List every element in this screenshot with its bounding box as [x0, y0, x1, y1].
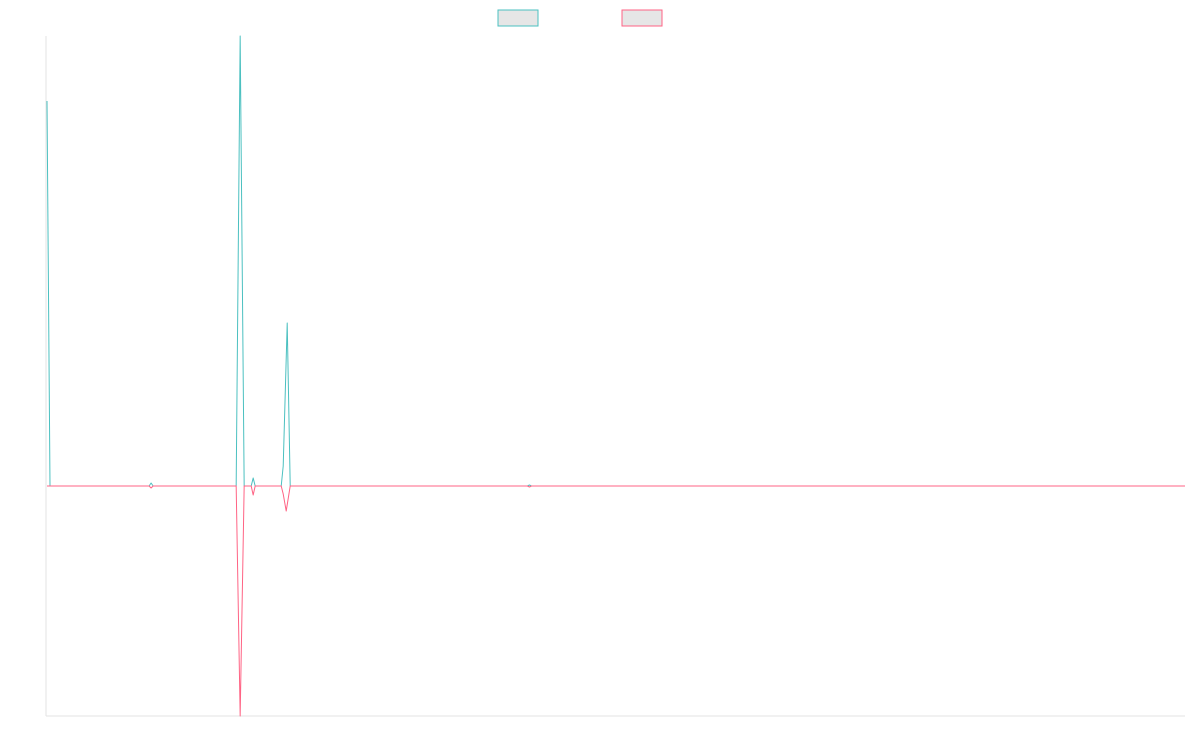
series-line-2[interactable] [47, 485, 1185, 717]
legend-swatch-1[interactable] [497, 9, 539, 27]
legend[interactable] [497, 9, 663, 27]
plot-area [46, 35, 1185, 717]
legend-swatch-2[interactable] [621, 9, 663, 27]
series-line-1[interactable] [46, 35, 1185, 487]
